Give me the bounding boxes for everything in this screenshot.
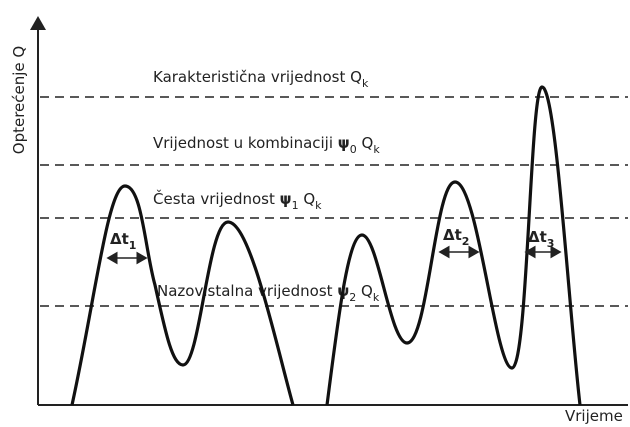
text-part: Q [362, 134, 374, 152]
text-part: Nazovistalna vrijednost [157, 282, 333, 300]
text-part: Δt [443, 226, 462, 244]
text-part: 2 [462, 235, 470, 248]
text-part: 0 [350, 143, 357, 156]
text-part: 3 [547, 237, 555, 250]
text-part: ψ [280, 190, 292, 208]
text-part: k [373, 291, 380, 304]
level-label: Vrijednost u kombinaciji ψ0 Qk [153, 134, 380, 157]
text-part: Δt [110, 230, 129, 248]
level-label: Česta vrijednost ψ1 Qk [153, 189, 322, 213]
text-part: Q [361, 282, 373, 300]
text-part: Karakteristična vrijednost [153, 68, 345, 86]
interval-label: Δt3 [528, 228, 554, 250]
text-part: k [362, 77, 369, 90]
load-curve [325, 85, 582, 406]
text-part: k [373, 143, 380, 156]
text-part: k [315, 199, 322, 212]
text-part: Q [350, 68, 362, 86]
text-part: Vrijednost u kombinaciji [153, 134, 333, 152]
text-part: Δt [528, 228, 547, 246]
text-part: Česta vrijednost [153, 189, 275, 208]
level-label: Nazovistalna vrijednost ψ2 Qk [157, 282, 380, 305]
interval-label: Δt1 [110, 230, 136, 252]
text-part: Q [303, 190, 315, 208]
text-part: ψ [338, 134, 350, 152]
y-axis-label: Opterećenje Q [10, 46, 28, 154]
text-part: 2 [349, 291, 356, 304]
x-axis-label: Vrijeme [565, 407, 623, 425]
load-curve [70, 184, 295, 406]
text-part: 1 [129, 239, 137, 252]
level-label: Karakteristična vrijednost Qk [153, 68, 369, 90]
interval-label: Δt2 [443, 226, 469, 248]
text-part: 1 [292, 199, 299, 212]
